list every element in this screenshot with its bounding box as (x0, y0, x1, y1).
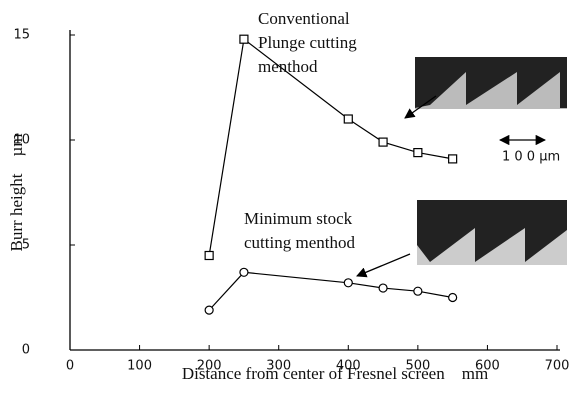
point (449, 155, 457, 163)
point (449, 294, 457, 302)
x-tick-label: 600 (475, 359, 500, 374)
annotation: Conventional (258, 9, 350, 28)
point (240, 268, 248, 276)
y-tick-label: 15 (13, 28, 30, 43)
x-tick-label: 300 (266, 359, 291, 374)
annotation: menthod (258, 57, 318, 76)
point (205, 252, 213, 260)
micrograph-bottom (417, 200, 567, 265)
x-tick-label: 400 (336, 359, 361, 374)
point (344, 279, 352, 287)
y-axis-label: Burr height µm (7, 134, 26, 252)
point (414, 149, 422, 157)
x-tick-label: 100 (127, 359, 152, 374)
point (379, 284, 387, 292)
point (344, 115, 352, 123)
annotation: cutting menthod (244, 233, 355, 252)
x-tick-label: 0 (66, 359, 74, 374)
x-tick-label: 700 (545, 359, 570, 374)
point (414, 287, 422, 295)
micrograph-top (415, 57, 567, 109)
y-tick-label: 0 (22, 343, 30, 358)
annotation: Minimum stock (244, 209, 353, 228)
x-tick-label: 500 (405, 359, 430, 374)
point (205, 306, 213, 314)
point (240, 35, 248, 43)
annotation: Plunge cutting (258, 33, 357, 52)
x-tick-label: 200 (197, 359, 222, 374)
scale-label: 1 0 0 µm (502, 150, 560, 165)
arrow (357, 254, 410, 276)
chart: 1 0 0 µm Distance from center of Fresnel… (0, 0, 572, 403)
point (379, 138, 387, 146)
